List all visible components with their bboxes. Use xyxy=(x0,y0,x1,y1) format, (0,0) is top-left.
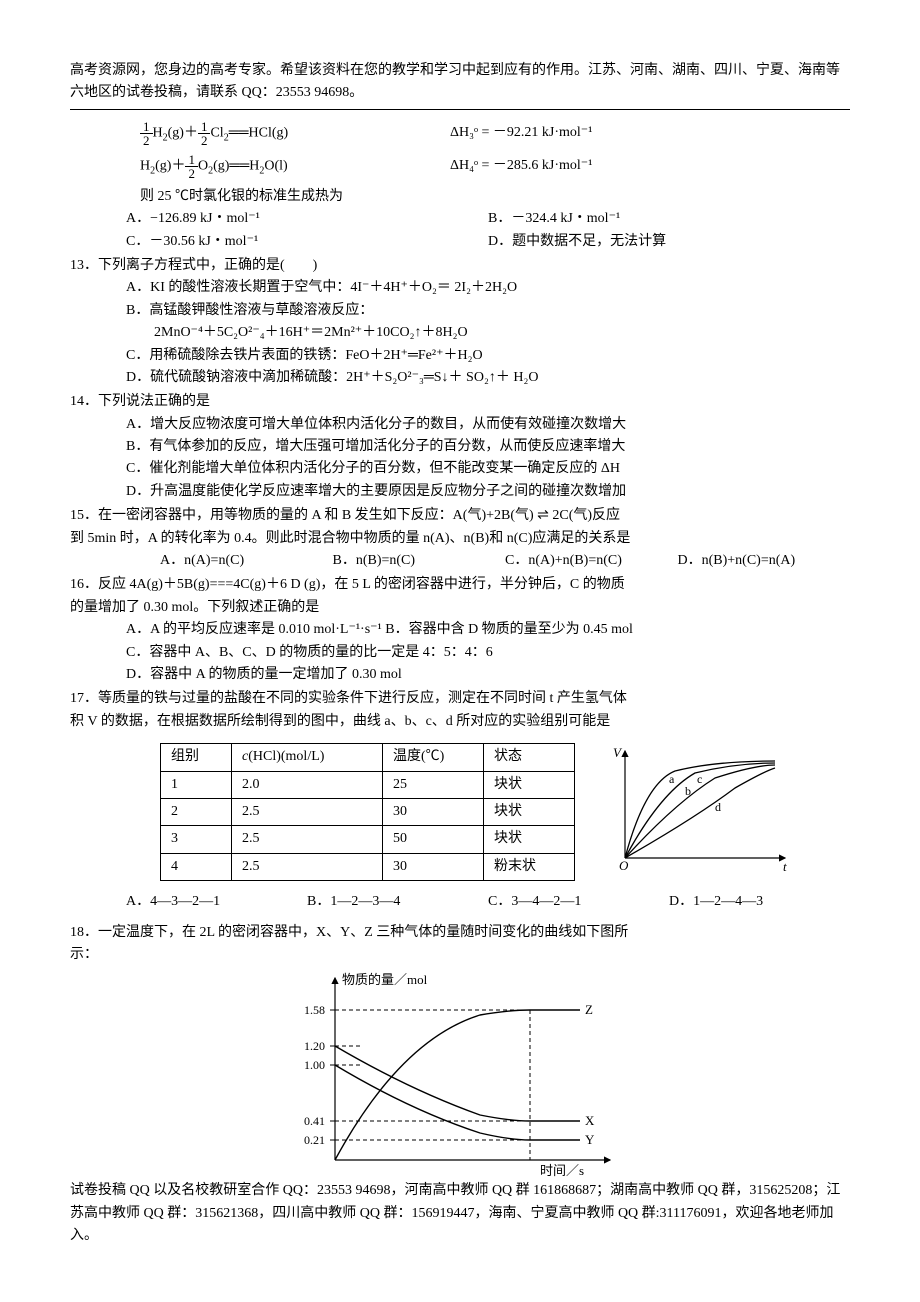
q13-opt-d: D．硫代硫酸钠溶液中滴加稀硫酸：2H⁺＋S₂O²⁻₃═S↓＋ SO₂↑＋ H₂O xyxy=(126,367,850,389)
q12-opt-d: D．题中数据不足，无法计算 xyxy=(488,231,850,253)
q17-stem2: 积 V 的数据，在根据数据所绘制得到的图中，曲线 a、b、c、d 所对应的实验组… xyxy=(70,711,850,733)
page-footer: 试卷投稿 QQ 以及名校教研室合作 QQ：23553 94698，河南高中教师 … xyxy=(70,1180,850,1247)
q12-opt-b: B．－324.4 kJ・mol⁻¹ xyxy=(488,208,850,230)
q15-stem1: 15．在一密闭容器中，用等物质的量的 A 和 B 发生如下反应：A(气)+2B(… xyxy=(70,505,850,527)
q18-stem1: 18．一定温度下，在 2L 的密闭容器中，X、Y、Z 三种气体的量随时间变化的曲… xyxy=(70,922,850,944)
dh3-label: ΔH₃ᵒ = －92.21 kJ·mol⁻¹ xyxy=(450,122,592,144)
q17-stem1: 17．等质量的铁与过量的盐酸在不同的实验条件下进行反应，测定在不同时间 t 产生… xyxy=(70,688,850,710)
q18-ylabel: 物质的量／mol xyxy=(342,972,428,987)
page-header: 高考资源网，您身边的高考专家。希望该资料在您的教学和学习中起到应有的作用。江苏、… xyxy=(70,60,850,105)
table-row: 32.550块状 xyxy=(161,826,575,853)
equation-3: 12H2(g)＋12Cl2══HCl(g) ΔH₃ᵒ = －92.21 kJ·m… xyxy=(140,120,850,147)
svg-text:0.21: 0.21 xyxy=(304,1133,325,1147)
th-state: 状态 xyxy=(484,744,575,771)
q16-stem1: 16．反应 4A(g)＋5B(g)===4C(g)＋6 D (g)，在 5 L … xyxy=(70,574,850,596)
table-row: 22.530块状 xyxy=(161,798,575,825)
q17-xlabel: t xyxy=(783,859,787,873)
q16-opt-d: D．容器中 A 的物质的量一定增加了 0.30 mol xyxy=(126,664,850,686)
q17-opt-b: B．1—2—3—4 xyxy=(307,891,488,913)
header-divider xyxy=(70,109,850,110)
q17-opt-d: D．1—2—4—3 xyxy=(669,891,850,913)
table-row: 组别 c(HCl)(mol/L) 温度(℃) 状态 xyxy=(161,744,575,771)
q16-opt-ab: A．A 的平均反应速率是 0.010 mol·L⁻¹·s⁻¹ B．容器中含 D … xyxy=(126,619,850,641)
th-temp: 温度(℃) xyxy=(383,744,484,771)
q15-opt-a: A．n(A)=n(C) xyxy=(160,550,333,572)
svg-text:0.41: 0.41 xyxy=(304,1114,325,1128)
q17-graph: V t O a b c d xyxy=(605,743,795,873)
q17-opt-c: C．3—4—2—1 xyxy=(488,891,669,913)
q12-stem: 则 25 ℃时氯化银的标准生成热为 xyxy=(140,186,850,208)
svg-text:Z: Z xyxy=(585,1002,593,1017)
q18-graph: 物质的量／mol 时间／s 1.58 1.20 1.00 0.41 0.21 Z… xyxy=(280,970,640,1180)
q18-xlabel: 时间／s xyxy=(540,1163,584,1178)
q16-opt-c: C．容器中 A、B、C、D 的物质的量的比一定是 4：5：4：6 xyxy=(126,642,850,664)
svg-text:d: d xyxy=(715,800,721,814)
q16-stem2: 的量增加了 0.30 mol。下列叙述正确的是 xyxy=(70,597,850,619)
dh4-label: ΔH₄ᵒ = －285.6 kJ·mol⁻¹ xyxy=(450,155,592,177)
svg-text:1.20: 1.20 xyxy=(304,1039,325,1053)
q14-opt-d: D．升高温度能使化学反应速率增大的主要原因是反应物分子之间的碰撞次数增加 xyxy=(126,481,850,503)
q14-opt-c: C．催化剂能增大单位体积内活化分子的百分数，但不能改变某一确定反应的 ΔH xyxy=(126,458,850,480)
q15-stem2: 到 5min 时，A 的转化率为 0.4。则此时混合物中物质的量 n(A)、n(… xyxy=(70,528,850,550)
q12-opt-a: A．−126.89 kJ・mol⁻¹ xyxy=(126,208,488,230)
q13-opt-c: C．用稀硫酸除去铁片表面的铁锈：FeO＋2H⁺═Fe²⁺＋H₂O xyxy=(126,345,850,367)
svg-text:a: a xyxy=(669,772,675,786)
q14-opt-a: A．增大反应物浓度可增大单位体积内活化分子的数目，从而使有效碰撞次数增大 xyxy=(126,414,850,436)
q13-opt-a: A．KI 的酸性溶液长期置于空气中：4I⁻＋4H⁺＋O₂＝ 2I₂＋2H₂O xyxy=(126,277,850,299)
q15-opt-d: D．n(B)+n(C)=n(A) xyxy=(678,550,851,572)
table-row: 12.025块状 xyxy=(161,771,575,798)
table-row: 42.530粉末状 xyxy=(161,853,575,880)
svg-text:1.58: 1.58 xyxy=(304,1003,325,1017)
q17-table: 组别 c(HCl)(mol/L) 温度(℃) 状态 12.025块状 22.53… xyxy=(160,743,575,881)
th-group: 组别 xyxy=(161,744,232,771)
q14-stem: 14．下列说法正确的是 xyxy=(70,391,850,413)
equation-4: H2(g)＋12O2(g)══H2O(l) ΔH₄ᵒ = －285.6 kJ·m… xyxy=(140,153,850,180)
svg-text:Y: Y xyxy=(585,1132,595,1147)
q18-stem2: 示： xyxy=(70,944,850,966)
q13-stem: 13．下列离子方程式中，正确的是( ) xyxy=(70,255,850,277)
svg-text:X: X xyxy=(585,1113,595,1128)
q14-opt-b: B．有气体参加的反应，增大压强可增加活化分子的百分数，从而使反应速率增大 xyxy=(126,436,850,458)
svg-text:1.00: 1.00 xyxy=(304,1058,325,1072)
q15-opt-c: C．n(A)+n(B)=n(C) xyxy=(505,550,678,572)
q17-opt-a: A．4—3—2—1 xyxy=(126,891,307,913)
q13-opt-b-eq: 2MnO⁻⁴＋5C₂O²⁻₄＋16H⁺＝2Mn²⁺＋10CO₂↑＋8H₂O xyxy=(154,322,850,344)
q13-opt-b: B．高锰酸钾酸性溶液与草酸溶液反应： xyxy=(126,300,850,322)
svg-text:b: b xyxy=(685,784,691,798)
th-conc: c(HCl)(mol/L) xyxy=(232,744,383,771)
q17-ylabel: V xyxy=(613,745,623,760)
q15-opt-b: B．n(B)=n(C) xyxy=(333,550,506,572)
svg-text:O: O xyxy=(619,858,629,873)
svg-text:c: c xyxy=(697,772,702,786)
q12-opt-c: C．－30.56 kJ・mol⁻¹ xyxy=(126,231,488,253)
